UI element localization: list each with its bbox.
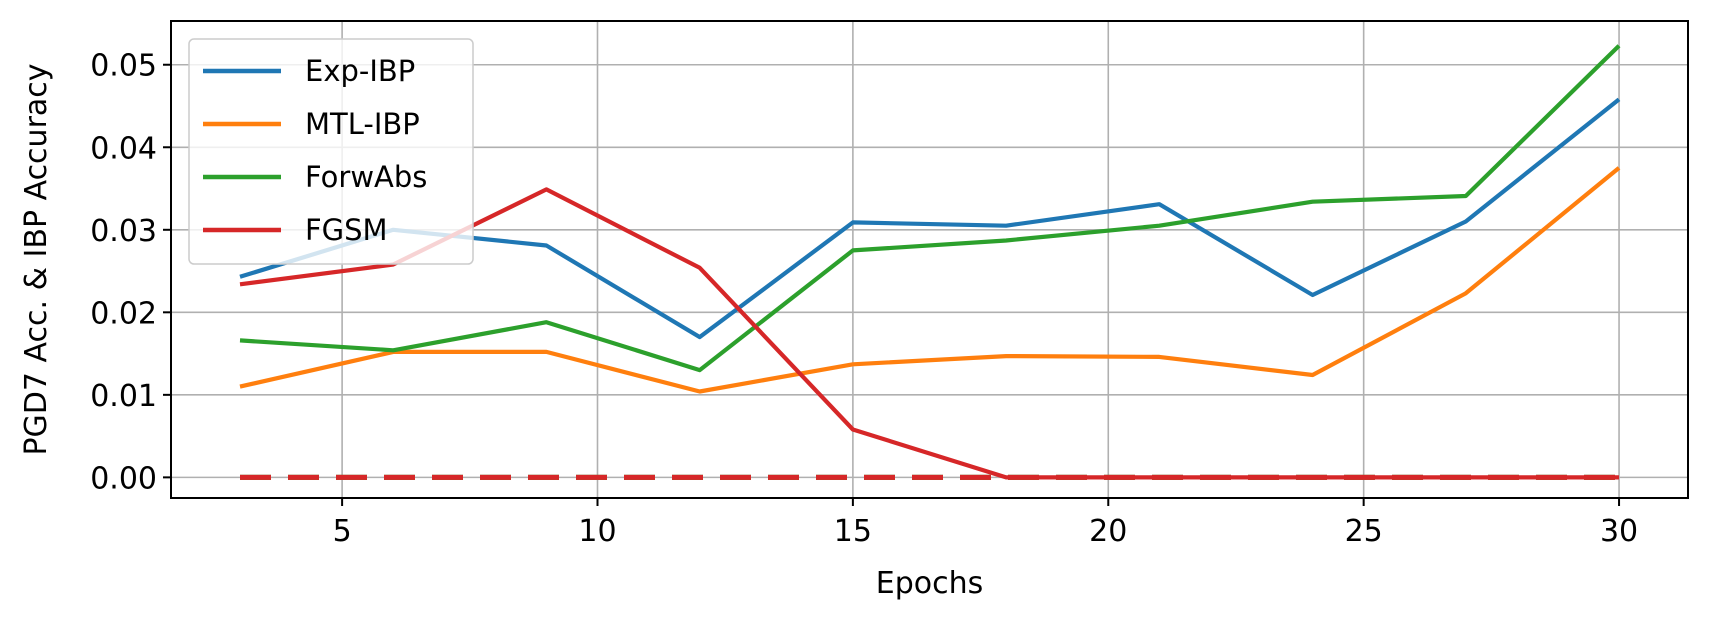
legend-label-fgsm: FGSM xyxy=(305,213,388,247)
y-axis-label: PGD7 Acc. & IBP Accuracy xyxy=(19,63,54,455)
plot-frame xyxy=(170,20,1689,499)
y-tick-label: 0.05 xyxy=(90,49,157,84)
series-line-forwabs xyxy=(239,44,1621,373)
legend-label-forwabs: ForwAbs xyxy=(305,160,427,194)
legend: Exp-IBP MTL-IBP ForwAbs FGSM xyxy=(188,38,474,265)
x-axis-label: Epochs xyxy=(876,566,984,601)
x-tick-label: 15 xyxy=(834,514,872,549)
x-tick-label: 20 xyxy=(1089,514,1127,549)
x-tick-label: 10 xyxy=(578,514,616,549)
y-tick-label: 0.04 xyxy=(90,131,157,166)
y-tick-label: 0.00 xyxy=(90,461,157,496)
x-axis-ticks: 5 10 15 20 25 30 xyxy=(333,498,1638,549)
y-tick-label: 0.01 xyxy=(90,379,157,414)
y-tick-label: 0.02 xyxy=(90,296,157,331)
legend-label-exp-ibp: Exp-IBP xyxy=(305,54,415,88)
legend-box xyxy=(188,38,474,265)
x-tick-label: 25 xyxy=(1345,514,1383,549)
x-tick-label: 30 xyxy=(1600,514,1638,549)
y-tick-label: 0.03 xyxy=(90,214,157,249)
y-axis-ticks: 0.00 0.01 0.02 0.03 0.04 0.05 xyxy=(90,49,171,496)
series-line-mtl-ibp xyxy=(239,166,1621,394)
legend-label-mtl-ibp: MTL-IBP xyxy=(305,107,420,141)
x-tick-label: 5 xyxy=(333,514,352,549)
